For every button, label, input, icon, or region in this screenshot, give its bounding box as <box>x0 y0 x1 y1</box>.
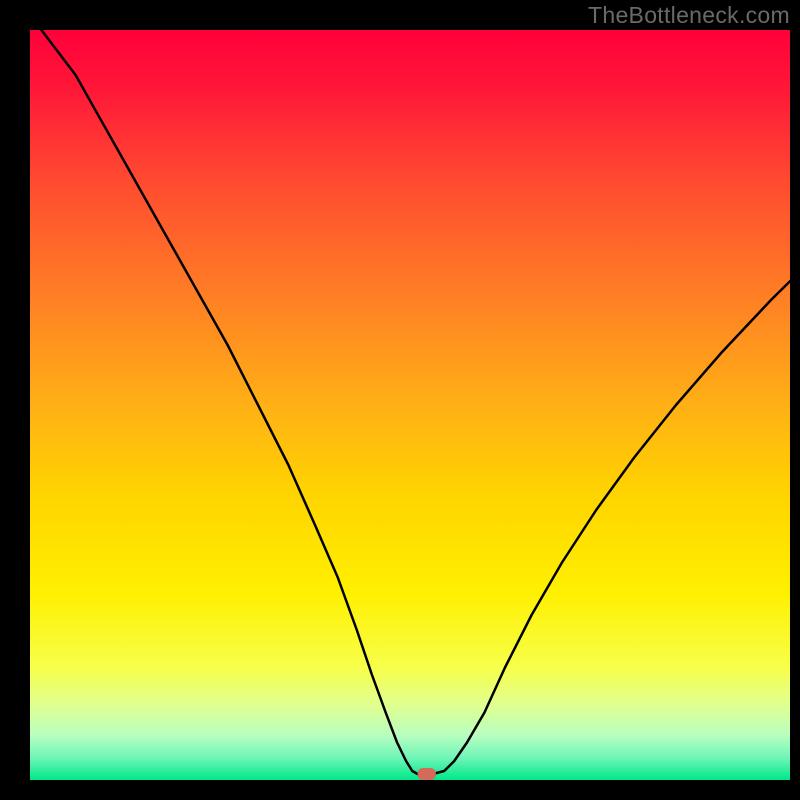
chart-frame: TheBottleneck.com <box>0 0 800 800</box>
chart-svg <box>0 0 800 800</box>
optimal-marker <box>418 768 436 780</box>
watermark-text: TheBottleneck.com <box>588 2 790 29</box>
